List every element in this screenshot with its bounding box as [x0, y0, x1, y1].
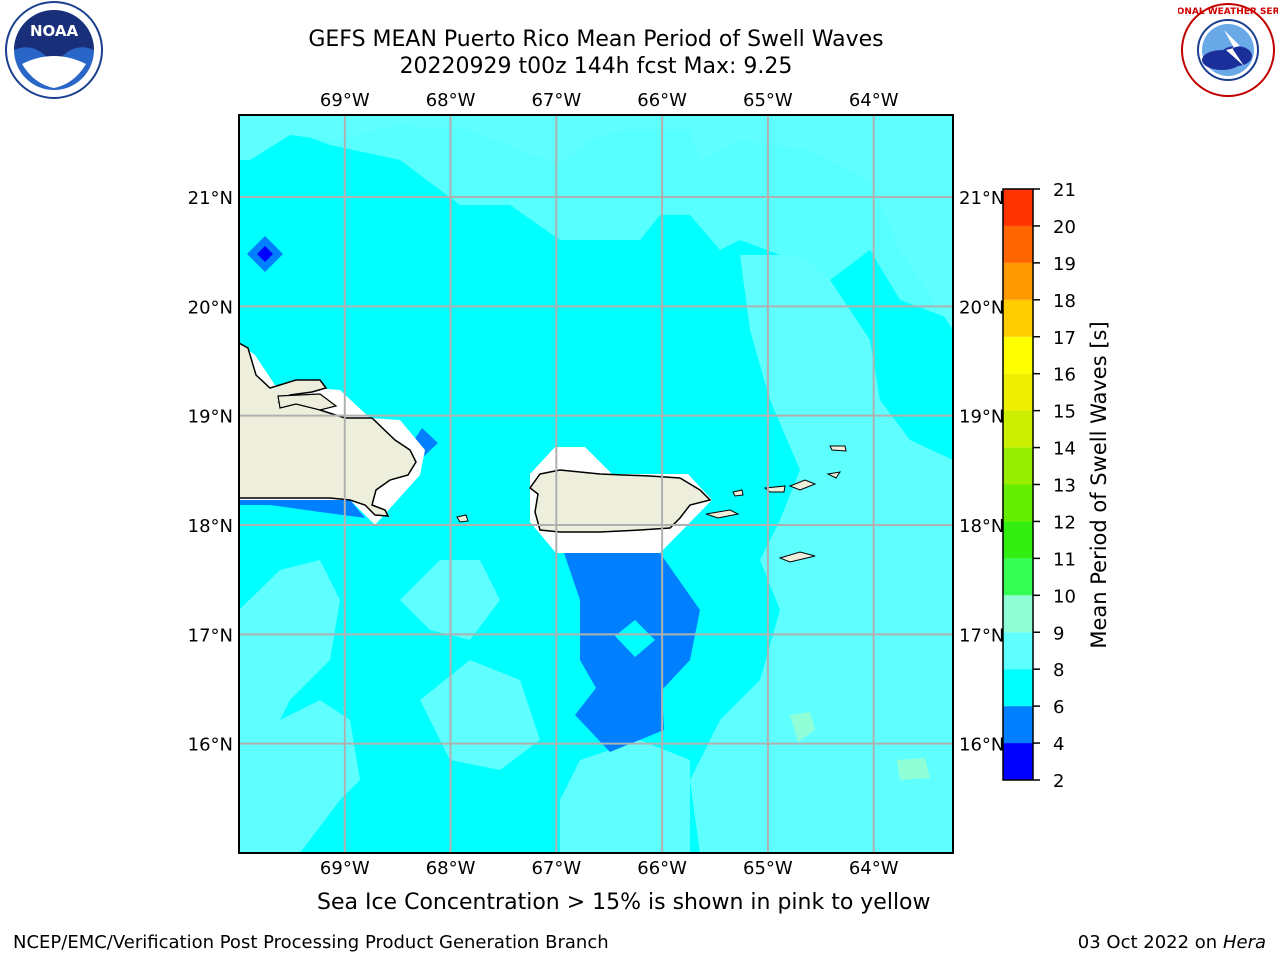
colorbar-segment [1003, 373, 1033, 411]
colorbar-tick-label: 20 [1053, 217, 1076, 238]
lat-tick-right: 19°N [959, 407, 1004, 428]
lon-tick-top: 68°W [426, 90, 476, 111]
sea-ice-caption: Sea Ice Concentration > 15% is shown in … [317, 890, 931, 915]
lon-tick-top: 69°W [320, 90, 370, 111]
lat-labels-left: 21°N 20°N 19°N 18°N 17°N 16°N [188, 188, 233, 756]
lat-tick-right: 18°N [959, 516, 1004, 537]
contour-4-6-hispaniola [239, 500, 365, 518]
colorbar-label: Mean Period of Swell Waves [s] [1087, 321, 1111, 648]
colorbar-segment [1003, 262, 1033, 300]
colorbar-tick-label: 18 [1053, 291, 1076, 312]
colorbar-segment [1003, 558, 1033, 596]
lon-tick-top: 66°W [637, 90, 687, 111]
land-vieques [705, 509, 740, 519]
lat-tick-left: 19°N [188, 407, 233, 428]
footer-host: Hera [1222, 932, 1266, 953]
colorbar-tick-label: 12 [1053, 512, 1076, 533]
lon-tick-bottom: 65°W [743, 858, 793, 879]
colorbar-ticks: 2 4 6 8 9 10 11 12 13 14 15 16 17 18 19 20 21 [1033, 180, 1076, 792]
lon-tick-bottom: 69°W [320, 858, 370, 879]
contour-8-9-southwest [239, 560, 340, 770]
lon-tick-top: 65°W [743, 90, 793, 111]
lon-labels-top: 69°W 68°W 67°W 66°W 65°W 64°W [320, 90, 899, 111]
lon-tick-bottom: 68°W [426, 858, 476, 879]
colorbar-tick-label: 9 [1053, 623, 1064, 644]
land-hispaniola [239, 342, 417, 517]
lat-labels-right: 21°N 20°N 19°N 18°N 17°N 16°N [959, 188, 1004, 756]
contour-2-4-north [257, 246, 273, 262]
lon-tick-bottom: 64°W [849, 858, 899, 879]
colorbar-tick-label: 2 [1053, 771, 1064, 792]
nws-logo-icon: NATIONAL WEATHER SERVICE [1178, 3, 1278, 97]
colorbar-tick-label: 19 [1053, 254, 1076, 275]
map-frame [238, 114, 954, 854]
colorbar-segment [1003, 743, 1033, 780]
contour-9-10-patch2 [897, 758, 930, 780]
colorbar-tick-label: 13 [1053, 476, 1076, 497]
colorbar-segment [1003, 632, 1033, 670]
colorbar-tick-label: 21 [1053, 180, 1076, 201]
land-tortuga [277, 393, 338, 411]
colorbar-tick-label: 11 [1053, 549, 1076, 570]
colorbar-segment [1003, 484, 1033, 522]
colorbar-segment [1003, 447, 1033, 485]
noaa-logo-icon: NOAA [5, 1, 103, 99]
map-subtitle: 20220929 t00z 144h fcst Max: 9.25 [399, 54, 793, 79]
lon-labels-bottom: 69°W 68°W 67°W 66°W 65°W 64°W [320, 858, 899, 879]
swell-period-field [239, 115, 953, 853]
lon-tick-bottom: 67°W [531, 858, 581, 879]
contour-8-9-sw2 [239, 700, 360, 853]
contour-8-9-band [239, 115, 953, 320]
land-virgin-gorda [826, 471, 842, 479]
land-anegada [829, 445, 847, 452]
lat-tick-right: 16°N [959, 735, 1004, 756]
lon-tick-top: 67°W [531, 90, 581, 111]
colorbar-segment [1003, 189, 1033, 226]
nws-logo-text: NATIONAL WEATHER SERVICE [1178, 7, 1278, 17]
land-culebra [732, 489, 744, 497]
land-tortola [788, 479, 817, 491]
colorbar-tick-label: 16 [1053, 365, 1076, 386]
colorbar-tick-label: 10 [1053, 586, 1076, 607]
colorbar-tick-label: 6 [1053, 697, 1064, 718]
lat-tick-left: 16°N [188, 735, 233, 756]
lat-tick-left: 18°N [188, 516, 233, 537]
colorbar-segment [1003, 299, 1033, 337]
map-gridlines [239, 115, 953, 853]
map-title: GEFS MEAN Puerto Rico Mean Period of Swe… [308, 27, 884, 52]
lat-tick-left: 21°N [188, 188, 233, 209]
colorbar-segment [1003, 669, 1033, 707]
noaa-logo-text: NOAA [30, 22, 79, 40]
land-st-croix [778, 551, 816, 563]
land-puerto-rico [528, 469, 712, 533]
colorbar-segment [1003, 595, 1033, 633]
land-mona-island [456, 514, 469, 523]
colorbar-segment [1003, 336, 1033, 374]
colorbar-tick-label: 8 [1053, 660, 1064, 681]
lat-tick-right: 20°N [959, 297, 1004, 318]
colorbar-tick-label: 17 [1053, 328, 1076, 349]
contour-9-10-patch [790, 712, 815, 742]
footer-date: 03 Oct 2022 on Hera [1078, 932, 1266, 953]
colorbar-tick-label: 14 [1053, 439, 1076, 460]
colorbar-segment [1003, 706, 1033, 744]
footer-date-text: 03 Oct 2022 on [1077, 932, 1218, 953]
contour-8-9-east [690, 255, 953, 853]
colorbar-segment [1003, 521, 1033, 559]
colorbar-tick-label: 15 [1053, 402, 1076, 423]
colorbar-segment [1003, 225, 1033, 263]
contour-6-8-hole [615, 620, 655, 657]
footer-branch: NCEP/EMC/Verification Post Processing Pr… [13, 932, 609, 953]
lon-tick-top: 64°W [849, 90, 899, 111]
colorbar-segment [1003, 410, 1033, 448]
lon-tick-bottom: 66°W [637, 858, 687, 879]
lat-tick-right: 17°N [959, 625, 1004, 646]
colorbar-tick-label: 4 [1053, 734, 1064, 755]
colorbar [1002, 188, 1034, 781]
lat-tick-left: 17°N [188, 625, 233, 646]
contour-8-9-south [560, 740, 690, 853]
lat-tick-left: 20°N [188, 297, 233, 318]
lat-tick-right: 21°N [959, 188, 1004, 209]
